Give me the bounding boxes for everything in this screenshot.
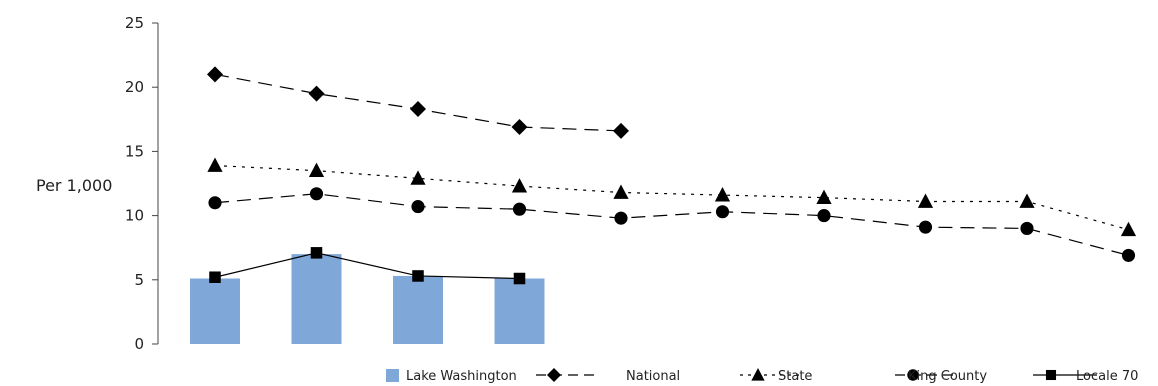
data-point-state [308, 162, 325, 178]
data-point-king-county [208, 196, 222, 210]
y-tick-label: 20 [125, 78, 144, 96]
data-point-state [816, 189, 832, 205]
series-line-king-county [214, 193, 1129, 256]
y-tick-label: 0 [134, 335, 144, 353]
series-line-state [214, 164, 1129, 231]
y-tick-label: 10 [125, 207, 144, 225]
legend-label: King County [908, 369, 987, 384]
data-point-state [1120, 221, 1137, 237]
data-point-king-county [1121, 248, 1136, 262]
data-point-national [511, 119, 528, 136]
legend: Lake Washington National State King County L… [386, 368, 1138, 384]
legend-marker-national [547, 368, 561, 382]
data-point-state [613, 184, 629, 199]
data-point-locale-70 [412, 270, 424, 282]
data-point-national [613, 122, 629, 139]
data-point-locale-70 [209, 271, 221, 283]
series-national [207, 66, 629, 139]
data-point-locale-70 [513, 272, 526, 285]
data-point-king-county [614, 211, 628, 225]
data-point-state [1019, 193, 1035, 208]
data-point-state [917, 193, 934, 208]
legend-label: National [626, 369, 680, 384]
bar [190, 278, 240, 344]
data-point-state [207, 157, 223, 172]
data-point-national [207, 66, 223, 83]
legend-marker-king-county [907, 369, 919, 381]
series-king-county [208, 187, 1136, 262]
data-point-king-county [411, 200, 425, 214]
data-point-king-county [1020, 221, 1034, 235]
data-point-king-county [309, 187, 324, 201]
data-point-king-county [918, 220, 933, 234]
y-axis-label: Per 1,000 [36, 176, 113, 195]
data-point-king-county [817, 209, 831, 223]
legend-label: Lake Washington [406, 369, 517, 384]
bar [494, 278, 545, 344]
bar [393, 275, 443, 344]
y-tick-label: 15 [125, 142, 144, 160]
legend-label: State [778, 369, 812, 384]
legend-label: Locale 70 [1076, 369, 1138, 384]
legend-swatch-bar [386, 369, 399, 382]
series-locale-70 [209, 247, 526, 285]
data-point-king-county [715, 205, 730, 219]
data-point-state [410, 170, 426, 185]
data-point-king-county [512, 202, 527, 216]
legend-marker-locale-70 [1045, 369, 1057, 381]
data-point-locale-70 [310, 247, 323, 259]
series-state [207, 157, 1137, 237]
data-point-state [511, 178, 528, 193]
y-tick-label: 5 [134, 271, 144, 289]
y-tick-label: 25 [125, 14, 144, 32]
data-point-state [714, 187, 731, 202]
bar [291, 254, 342, 344]
data-point-national [308, 85, 325, 102]
data-point-national [410, 101, 426, 118]
legend-marker-state [751, 368, 765, 381]
series-line-locale-70 [214, 252, 520, 280]
